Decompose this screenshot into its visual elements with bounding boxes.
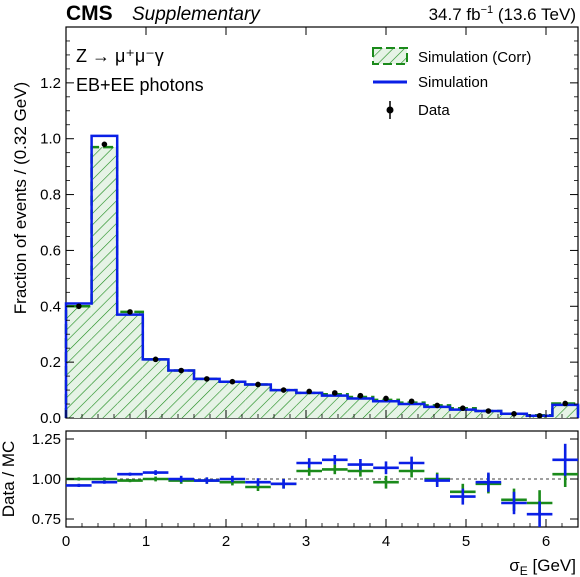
data-point bbox=[460, 405, 466, 412]
main-y-tick-label: 1.0 bbox=[40, 131, 61, 148]
x-axis-label-sub: E bbox=[520, 564, 528, 577]
sim-corr-bar bbox=[296, 392, 322, 418]
data-point bbox=[383, 395, 389, 402]
sim-corr-bar bbox=[347, 397, 374, 418]
process-annotation: Z → μ⁺μ⁻γ bbox=[76, 46, 164, 66]
data-point bbox=[152, 356, 159, 363]
x-tick-label: 2 bbox=[222, 533, 230, 550]
sim-corr-bar bbox=[373, 399, 399, 418]
ratio-y-axis-label: Data / MC bbox=[0, 441, 18, 518]
sim-corr-bar bbox=[117, 311, 143, 418]
main-ticks: 0.0 0.2 0.4 0.6 0.8 1.0 1.2 bbox=[40, 27, 578, 427]
ratio-y-tick-label: 1.00 bbox=[32, 471, 61, 488]
energy-label: (13.6 TeV) bbox=[498, 5, 576, 24]
main-y-tick-label: 0.4 bbox=[40, 298, 61, 315]
lumi-label: 34.7 fb−1 (13.6 TeV) bbox=[429, 4, 576, 24]
ratio-y-tick-label: 1.25 bbox=[32, 431, 61, 448]
ratio-panel: 0.75 1.00 1.25 0 1 2 3 4 5 6 Data / MC σE [GeV] bbox=[0, 430, 579, 577]
data-point bbox=[306, 388, 313, 395]
sim-corr-hatch bbox=[66, 147, 578, 419]
sim-corr-bar bbox=[219, 381, 246, 418]
x-tick-label: 3 bbox=[302, 533, 310, 550]
main-y-tick-label: 0.8 bbox=[40, 187, 61, 204]
data-point bbox=[511, 411, 517, 417]
category-annotation: EB+EE photons bbox=[76, 75, 204, 95]
x-tick-label: 0 bbox=[62, 533, 70, 550]
sim-corr-bar bbox=[475, 411, 502, 418]
data-point bbox=[76, 303, 82, 310]
data-point bbox=[332, 390, 338, 396]
legend-sim-label: Simulation bbox=[418, 74, 488, 91]
main-y-tick-label: 0.0 bbox=[40, 410, 61, 427]
main-y-tick-label: 0.6 bbox=[40, 242, 61, 259]
main-panel: 0.0 0.2 0.4 0.6 0.8 1.0 1.2 Z → μ⁺μ⁻γ EB+EE ph… bbox=[11, 26, 580, 427]
data-point bbox=[229, 378, 236, 385]
data-point bbox=[127, 309, 133, 315]
supplementary-label: Supplementary bbox=[132, 4, 261, 25]
data-point bbox=[101, 141, 108, 148]
ratio-ticks: 0.75 1.00 1.25 0 1 2 3 4 5 6 bbox=[32, 431, 578, 550]
data-point bbox=[280, 387, 287, 393]
data-point bbox=[485, 408, 492, 414]
legend: Simulation (Corr) Simulation Data bbox=[372, 47, 531, 119]
sim-corr-bar bbox=[424, 405, 450, 418]
experiment-label: CMS bbox=[66, 2, 113, 25]
legend-sim-corr-swatch bbox=[372, 47, 408, 65]
sim-corr-bar bbox=[322, 394, 348, 418]
main-y-axis-label: Fraction of events / (0.32 GeV) bbox=[11, 82, 30, 314]
sim-line bbox=[64, 134, 580, 418]
ratio-points bbox=[66, 443, 578, 527]
main-y-tick-label: 1.2 bbox=[40, 75, 61, 92]
sim-corr-bar bbox=[552, 403, 578, 418]
sim-corr-bar bbox=[270, 390, 297, 418]
legend-data-label: Data bbox=[418, 102, 450, 119]
x-tick-label: 6 bbox=[542, 533, 550, 550]
data-point bbox=[255, 381, 261, 388]
x-tick-label: 5 bbox=[462, 533, 470, 550]
legend-sim-corr-label: Simulation (Corr) bbox=[418, 49, 531, 66]
sim-corr-bar bbox=[194, 378, 220, 418]
data-point bbox=[178, 367, 184, 374]
main-step-lines bbox=[64, 134, 580, 418]
main-y-tick-label: 0.2 bbox=[40, 354, 61, 371]
sim-corr-bar bbox=[91, 147, 118, 419]
sim-corr-bar bbox=[245, 384, 271, 418]
data-point bbox=[562, 400, 568, 407]
data-point bbox=[357, 392, 364, 399]
sim-corr-bar bbox=[450, 408, 476, 418]
data-point bbox=[408, 398, 415, 405]
data-point bbox=[204, 376, 210, 382]
x-tick-label: 4 bbox=[382, 533, 390, 550]
sim-corr-bar bbox=[142, 359, 169, 418]
ratio-y-tick-label: 0.75 bbox=[32, 511, 61, 528]
x-tick-label: 1 bbox=[142, 533, 150, 550]
data-point bbox=[434, 402, 441, 409]
lumi-exponent: −1 bbox=[481, 4, 494, 16]
data-points bbox=[76, 141, 568, 419]
lumi-value: 34.7 fb bbox=[429, 5, 481, 24]
data-point bbox=[536, 412, 543, 419]
sim-corr-bar bbox=[168, 370, 194, 418]
x-axis-label: σE [GeV] bbox=[509, 556, 576, 577]
legend-data-marker bbox=[386, 106, 394, 114]
